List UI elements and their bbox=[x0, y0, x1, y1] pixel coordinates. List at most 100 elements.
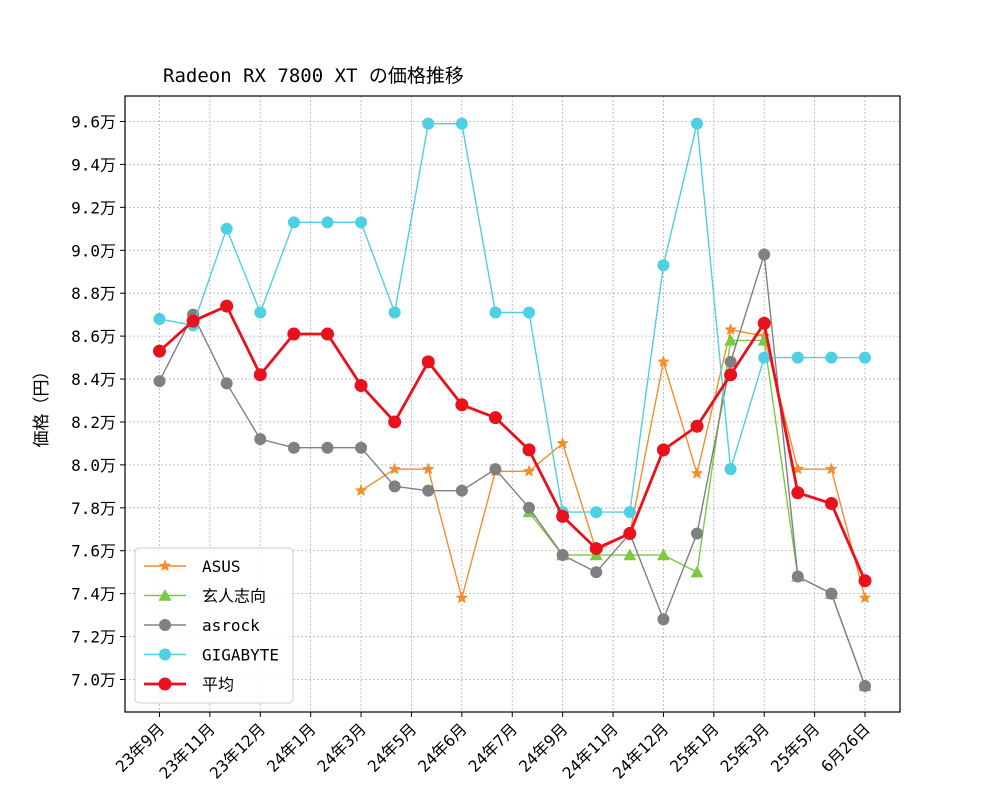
data-point-gigabyte bbox=[254, 306, 267, 319]
legend-label-kuroutoshikou: 玄人志向 bbox=[202, 587, 266, 606]
data-point-gigabyte bbox=[691, 117, 704, 130]
series-line-asrock bbox=[158, 253, 866, 687]
data-point-asrock bbox=[489, 463, 502, 476]
data-point-gigabyte bbox=[791, 351, 804, 364]
data-point-average bbox=[455, 398, 469, 412]
data-point-asrock bbox=[388, 480, 401, 493]
data-point-gigabyte bbox=[455, 117, 468, 130]
data-point-average bbox=[186, 314, 200, 328]
data-point-asus bbox=[522, 464, 536, 477]
y-tick-label: 7.0万 bbox=[71, 671, 116, 690]
data-point-asrock bbox=[355, 441, 368, 454]
data-point-asrock bbox=[590, 566, 603, 579]
data-point-average bbox=[858, 574, 872, 588]
data-point-asus bbox=[858, 591, 872, 604]
data-point-average bbox=[354, 378, 368, 392]
data-point-kuroutoshikou bbox=[724, 333, 738, 346]
data-point-asus bbox=[657, 355, 670, 368]
data-point-average bbox=[724, 368, 738, 382]
data-point-asrock bbox=[657, 613, 670, 626]
data-point-gigabyte bbox=[590, 506, 603, 519]
chart-title: Radeon RX 7800 XT の価格推移 bbox=[163, 65, 464, 87]
data-point-gigabyte bbox=[287, 216, 300, 229]
data-point-asrock bbox=[153, 375, 166, 388]
legend-entry-kuroutoshikou: 玄人志向 bbox=[144, 587, 266, 606]
data-point-asrock bbox=[825, 587, 838, 600]
data-point-gigabyte bbox=[623, 506, 636, 519]
data-point-kuroutoshikou bbox=[690, 565, 704, 578]
legend-marker-asrock bbox=[159, 619, 171, 631]
legend-label-asus: ASUS bbox=[202, 557, 241, 576]
data-point-average bbox=[623, 527, 637, 541]
data-point-average bbox=[824, 497, 838, 511]
data-point-asus bbox=[354, 483, 368, 497]
data-point-gigabyte bbox=[758, 351, 771, 364]
data-point-asrock bbox=[758, 248, 771, 261]
data-point-average bbox=[488, 411, 502, 425]
y-tick-label: 7.4万 bbox=[71, 585, 116, 604]
y-axis-ticks: 7.0万 7.2万 7.4万 7.6万 7.8万 8.0万 8.2万 8.4万 8.6万 8.8万… bbox=[71, 113, 125, 690]
data-point-asus bbox=[388, 462, 402, 475]
y-tick-label: 9.4万 bbox=[71, 155, 116, 174]
data-point-asrock bbox=[254, 433, 267, 446]
data-point-average bbox=[287, 327, 301, 341]
data-point-average bbox=[388, 415, 402, 429]
data-point-asus bbox=[421, 462, 435, 475]
y-tick-label: 8.4万 bbox=[71, 370, 116, 389]
legend-entry-asus: ASUS bbox=[144, 557, 241, 576]
data-point-average bbox=[757, 316, 771, 330]
data-point-gigabyte bbox=[321, 216, 334, 229]
legend-box bbox=[134, 547, 294, 704]
legend-marker-kuroutoshikou bbox=[158, 589, 172, 601]
data-point-gigabyte bbox=[220, 222, 233, 235]
data-point-gigabyte bbox=[355, 216, 368, 229]
data-point-gigabyte bbox=[724, 463, 737, 476]
y-tick-label: 8.6万 bbox=[71, 327, 116, 346]
legend: ASUS 玄人志向 asrock GIGABYTE 平均 bbox=[134, 547, 294, 704]
data-point-gigabyte bbox=[422, 117, 435, 130]
y-tick-label: 9.6万 bbox=[71, 113, 116, 132]
legend-label-gigabyte: GIGABYTE bbox=[202, 646, 279, 665]
series-line-gigabyte bbox=[159, 122, 865, 513]
data-point-asrock bbox=[724, 355, 737, 368]
y-tick-label: 8.8万 bbox=[71, 284, 116, 303]
data-point-gigabyte bbox=[523, 306, 536, 319]
series-group bbox=[153, 117, 872, 692]
y-axis-label: 価格（円） bbox=[32, 363, 52, 448]
data-point-average bbox=[153, 344, 166, 358]
data-point-gigabyte bbox=[825, 351, 838, 364]
series-line-average bbox=[158, 304, 867, 582]
series-asrock bbox=[153, 248, 871, 692]
data-point-average bbox=[556, 509, 570, 523]
data-point-average bbox=[220, 299, 234, 313]
y-tick-label: 8.0万 bbox=[71, 456, 116, 475]
legend-entry-average: 平均 bbox=[144, 675, 234, 694]
data-point-average bbox=[589, 542, 603, 556]
y-tick-label: 9.2万 bbox=[71, 198, 116, 217]
data-point-average bbox=[522, 443, 536, 457]
y-tick-label: 7.2万 bbox=[71, 628, 116, 647]
legend-marker-average bbox=[158, 677, 172, 691]
y-tick-label: 7.6万 bbox=[71, 542, 116, 561]
data-point-gigabyte bbox=[153, 312, 166, 325]
data-point-asrock bbox=[691, 527, 704, 540]
data-point-kuroutoshikou bbox=[623, 548, 637, 561]
data-point-gigabyte bbox=[489, 306, 502, 319]
y-tick-label: 8.2万 bbox=[71, 413, 116, 432]
data-point-average bbox=[690, 419, 704, 433]
data-point-average bbox=[656, 443, 670, 457]
data-point-average bbox=[320, 327, 334, 341]
data-point-asrock bbox=[422, 484, 435, 497]
data-point-asrock bbox=[220, 377, 233, 390]
legend-label-asrock: asrock bbox=[202, 616, 260, 635]
legend-marker-asus bbox=[158, 559, 172, 572]
legend-items: ASUS 玄人志向 asrock GIGABYTE 平均 bbox=[144, 557, 279, 694]
data-point-asus bbox=[690, 466, 704, 479]
data-point-asus bbox=[825, 462, 838, 475]
data-point-asrock bbox=[523, 501, 536, 514]
series-average bbox=[153, 299, 872, 588]
legend-entry-gigabyte: GIGABYTE bbox=[144, 646, 279, 665]
data-point-asus bbox=[455, 591, 469, 604]
data-point-average bbox=[791, 486, 805, 500]
